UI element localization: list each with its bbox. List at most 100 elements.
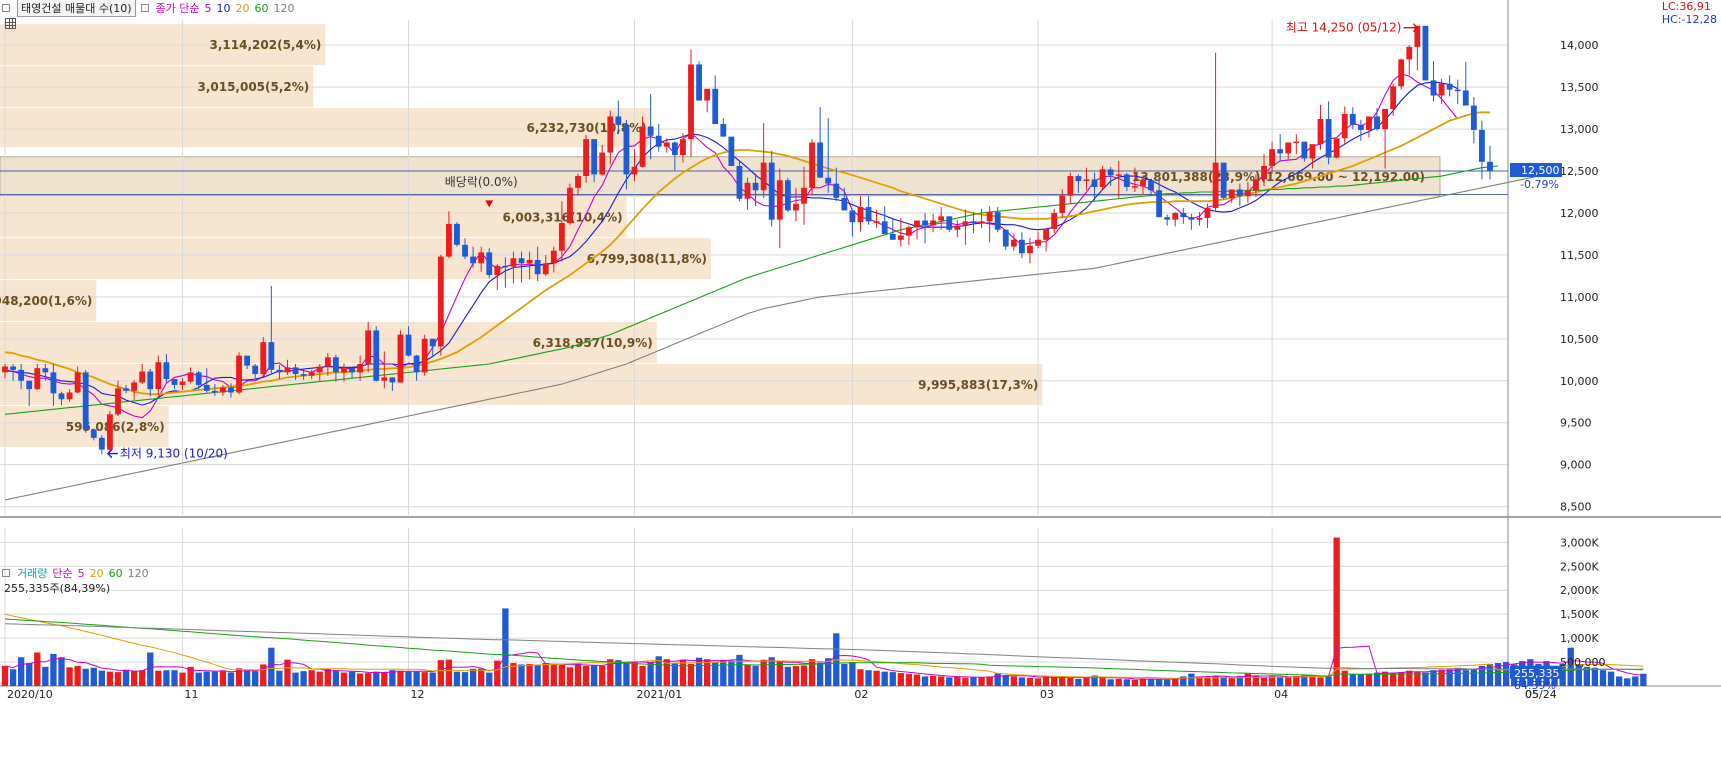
volume-bar (1123, 679, 1130, 686)
volume-bar (1099, 677, 1106, 686)
volume-bar (211, 671, 218, 686)
candle-body (1446, 83, 1453, 90)
volume-bar (469, 668, 477, 686)
candle-body (841, 197, 848, 211)
volume-bar (582, 665, 590, 686)
candle-body (550, 250, 557, 264)
candle-body (1374, 116, 1380, 130)
candle-body (260, 342, 267, 375)
stock-title[interactable]: 태영건설 매물대 수(10) (17, 0, 136, 17)
candle-body (429, 338, 436, 347)
volume-bar (1349, 674, 1356, 686)
candle-body (462, 244, 468, 257)
volume-bar (1381, 671, 1389, 686)
volume-bar (1373, 672, 1381, 686)
volume-bar (1155, 679, 1163, 686)
legend-toggle-icon[interactable] (2, 4, 10, 12)
candle-body (1382, 108, 1388, 130)
volume-bar (913, 674, 921, 686)
legend-toggle-icon[interactable] (2, 569, 10, 577)
candle-body (1293, 141, 1300, 144)
volume-bar (502, 608, 509, 686)
volume-title: 거래량 (17, 567, 48, 580)
candle-body (1269, 149, 1275, 166)
volume-profile-label: 6,799,308(11,8%) (587, 252, 707, 266)
volume-bar (526, 663, 533, 686)
candle-body (1390, 86, 1397, 109)
candle-body (1140, 180, 1146, 187)
candle-body (639, 126, 646, 167)
candle-body (1406, 46, 1413, 60)
volume-bar (1486, 663, 1494, 686)
x-tick-label: 02 (854, 688, 868, 701)
candle-body (220, 387, 226, 393)
volume-bar (98, 670, 105, 686)
candle-body (1035, 239, 1041, 246)
candle-body (607, 116, 614, 153)
volume-bar (219, 671, 227, 686)
vol-ma-period-20: 20 (89, 566, 104, 580)
candle-body (421, 338, 428, 373)
candle-body (1051, 212, 1058, 229)
volume-bar (1390, 672, 1397, 686)
candle-body (268, 342, 275, 370)
price-tick-label: 13,000 (1560, 123, 1599, 136)
ma-line-120 (4, 175, 1539, 501)
candle-body (211, 390, 218, 393)
volume-bar (235, 668, 243, 686)
hc-value: HC:-12,28 (1661, 13, 1717, 26)
candle-body (833, 183, 840, 198)
candle-body (825, 177, 832, 184)
volume-ma-line-5 (4, 645, 1644, 680)
candle-body (244, 355, 251, 366)
volume-bar (42, 666, 49, 686)
candle-body (1228, 189, 1235, 198)
volume-bar (1583, 666, 1590, 686)
candle-body (486, 252, 493, 276)
candle-body (90, 429, 97, 438)
candle-body (1366, 116, 1372, 130)
volume-bar (663, 659, 670, 686)
volume-bar (316, 671, 323, 686)
volume-bar (1042, 676, 1050, 686)
candle-body (26, 380, 33, 390)
candle-body (107, 414, 113, 450)
volume-bar (1172, 678, 1179, 686)
x-tick-label: 05/24 (1525, 688, 1557, 701)
candle-body (889, 233, 896, 240)
volume-bar (494, 660, 501, 686)
low-annotation: 최저 9,130 (10/20) (120, 447, 228, 461)
candle-body (720, 124, 727, 137)
candle-body (1285, 142, 1292, 154)
volume-bar (340, 672, 348, 686)
volume-bar (1599, 670, 1607, 686)
candle-body (1438, 83, 1445, 96)
candle-body (236, 355, 242, 393)
volume-bar (1204, 677, 1211, 686)
volume-bar (1309, 674, 1316, 686)
volume-current-readout: 255,335주(84,39%) (4, 582, 111, 595)
candle-body (478, 252, 485, 264)
current-volume-text: 255,335 (1514, 667, 1560, 680)
table-icon[interactable] (5, 18, 16, 29)
volume-bar (1244, 673, 1252, 686)
volume-bar (938, 676, 945, 686)
volume-bar (849, 662, 856, 686)
price-tick-label: 13,500 (1560, 81, 1599, 94)
current-change-text: -0.79% (1520, 178, 1559, 191)
volume-profile-band (0, 108, 651, 148)
candle-body (115, 388, 121, 415)
volume-bar (1260, 677, 1268, 686)
volume-bar (260, 664, 267, 686)
volume-profile-label: 6,318,957(10,9%) (533, 336, 653, 350)
legend-toggle-icon[interactable] (140, 4, 149, 12)
volume-bar (631, 661, 638, 686)
volume-bar (1567, 647, 1574, 686)
candle-body (655, 135, 662, 147)
volume-profile-band (0, 280, 97, 322)
volume-bar (1228, 677, 1235, 686)
candle-body (284, 367, 291, 373)
candle-body (873, 221, 880, 223)
